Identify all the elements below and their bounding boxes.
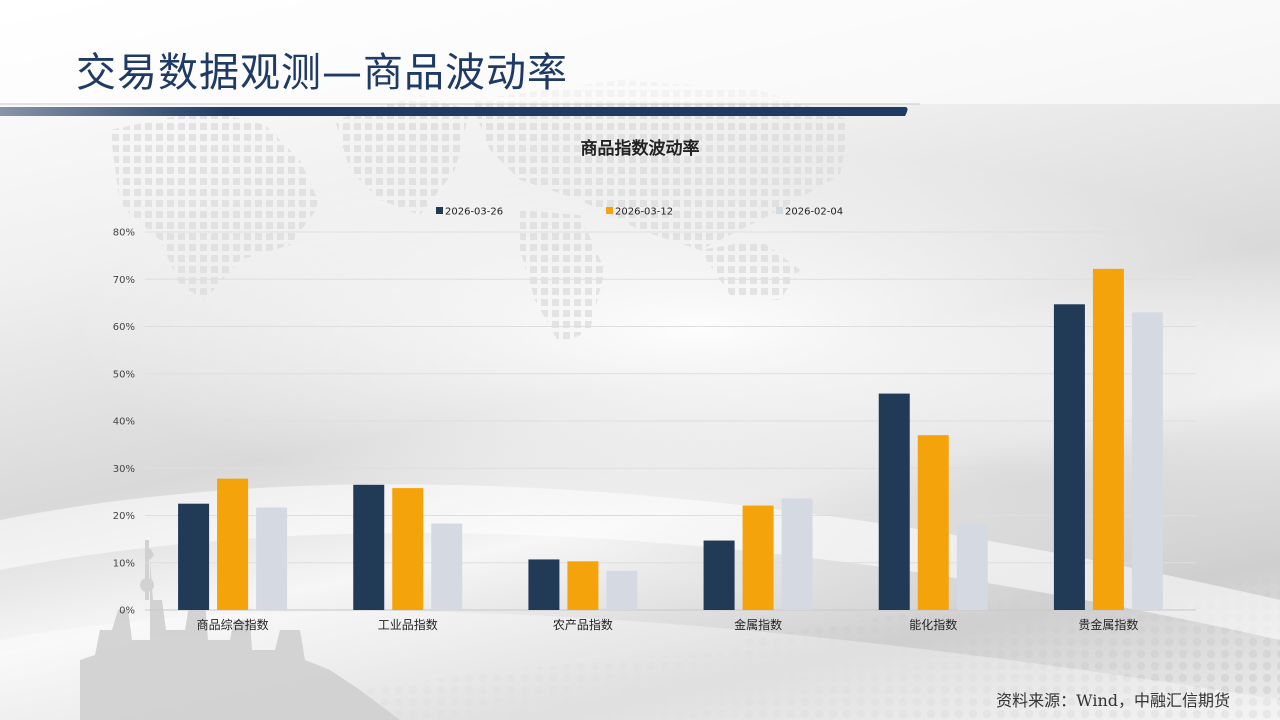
chart-bars: [178, 268, 1163, 610]
bar-1: [178, 503, 210, 610]
bar-3: [781, 498, 813, 610]
legend-label: 2026-03-12: [615, 207, 673, 218]
bar-2: [917, 435, 949, 610]
y-tick-label: 80%: [113, 228, 135, 239]
chart-gridlines: [145, 231, 1196, 611]
legend-swatch: [606, 207, 613, 214]
y-tick-label: 40%: [113, 417, 135, 428]
bar-3: [256, 507, 288, 610]
x-category-label: 金属指数: [734, 617, 782, 632]
y-tick-label: 10%: [113, 558, 135, 569]
y-tick-label: 20%: [113, 511, 135, 522]
y-tick-label: 50%: [113, 369, 135, 380]
skyline-silhouette: [80, 540, 400, 720]
bar-1: [878, 393, 910, 610]
x-category-label: 农产品指数: [553, 617, 613, 632]
source-note: 资料来源：Wind，中融汇信期货: [996, 691, 1230, 710]
y-tick-label: 30%: [113, 464, 135, 475]
bar-2: [1092, 268, 1124, 610]
bar-3: [1131, 312, 1163, 610]
y-axis-tick-labels: 0% 10% 20% 30% 40% 50% 60% 70% 80%: [113, 228, 135, 617]
bar-2: [217, 478, 249, 610]
bar-1: [353, 484, 385, 610]
y-tick-label: 60%: [113, 322, 135, 333]
page-title: 交易数据观测—商品波动率: [76, 50, 568, 96]
legend-swatch: [436, 207, 443, 214]
chart-title: 商品指数波动率: [581, 138, 700, 159]
bar-3: [956, 523, 988, 610]
legend-label: 2026-02-04: [785, 207, 843, 218]
legend-label: 2026-03-26: [445, 207, 503, 218]
world-map-pattern: [110, 80, 850, 345]
y-tick-label: 70%: [113, 275, 135, 286]
bar-3: [431, 523, 463, 610]
bar-1: [528, 559, 560, 610]
bar-2: [742, 505, 774, 610]
legend-swatch: [776, 207, 783, 214]
x-category-label: 商品综合指数: [197, 617, 269, 632]
bar-2: [392, 488, 424, 610]
x-category-label: 贵金属指数: [1078, 617, 1138, 632]
x-axis-category-labels: 商品综合指数 工业品指数 农产品指数 金属指数 能化指数 贵金属指数: [197, 617, 1139, 632]
x-category-label: 能化指数: [909, 617, 957, 632]
bar-3: [606, 570, 638, 610]
bar-1: [1053, 304, 1085, 610]
bar-2: [567, 561, 599, 610]
y-tick-label: 0%: [119, 606, 135, 617]
x-category-label: 工业品指数: [378, 617, 438, 632]
bar-1: [703, 540, 735, 610]
title-banner: [0, 107, 908, 116]
chart-legend: 2026-03-26 2026-03-12 2026-02-04: [436, 207, 843, 218]
